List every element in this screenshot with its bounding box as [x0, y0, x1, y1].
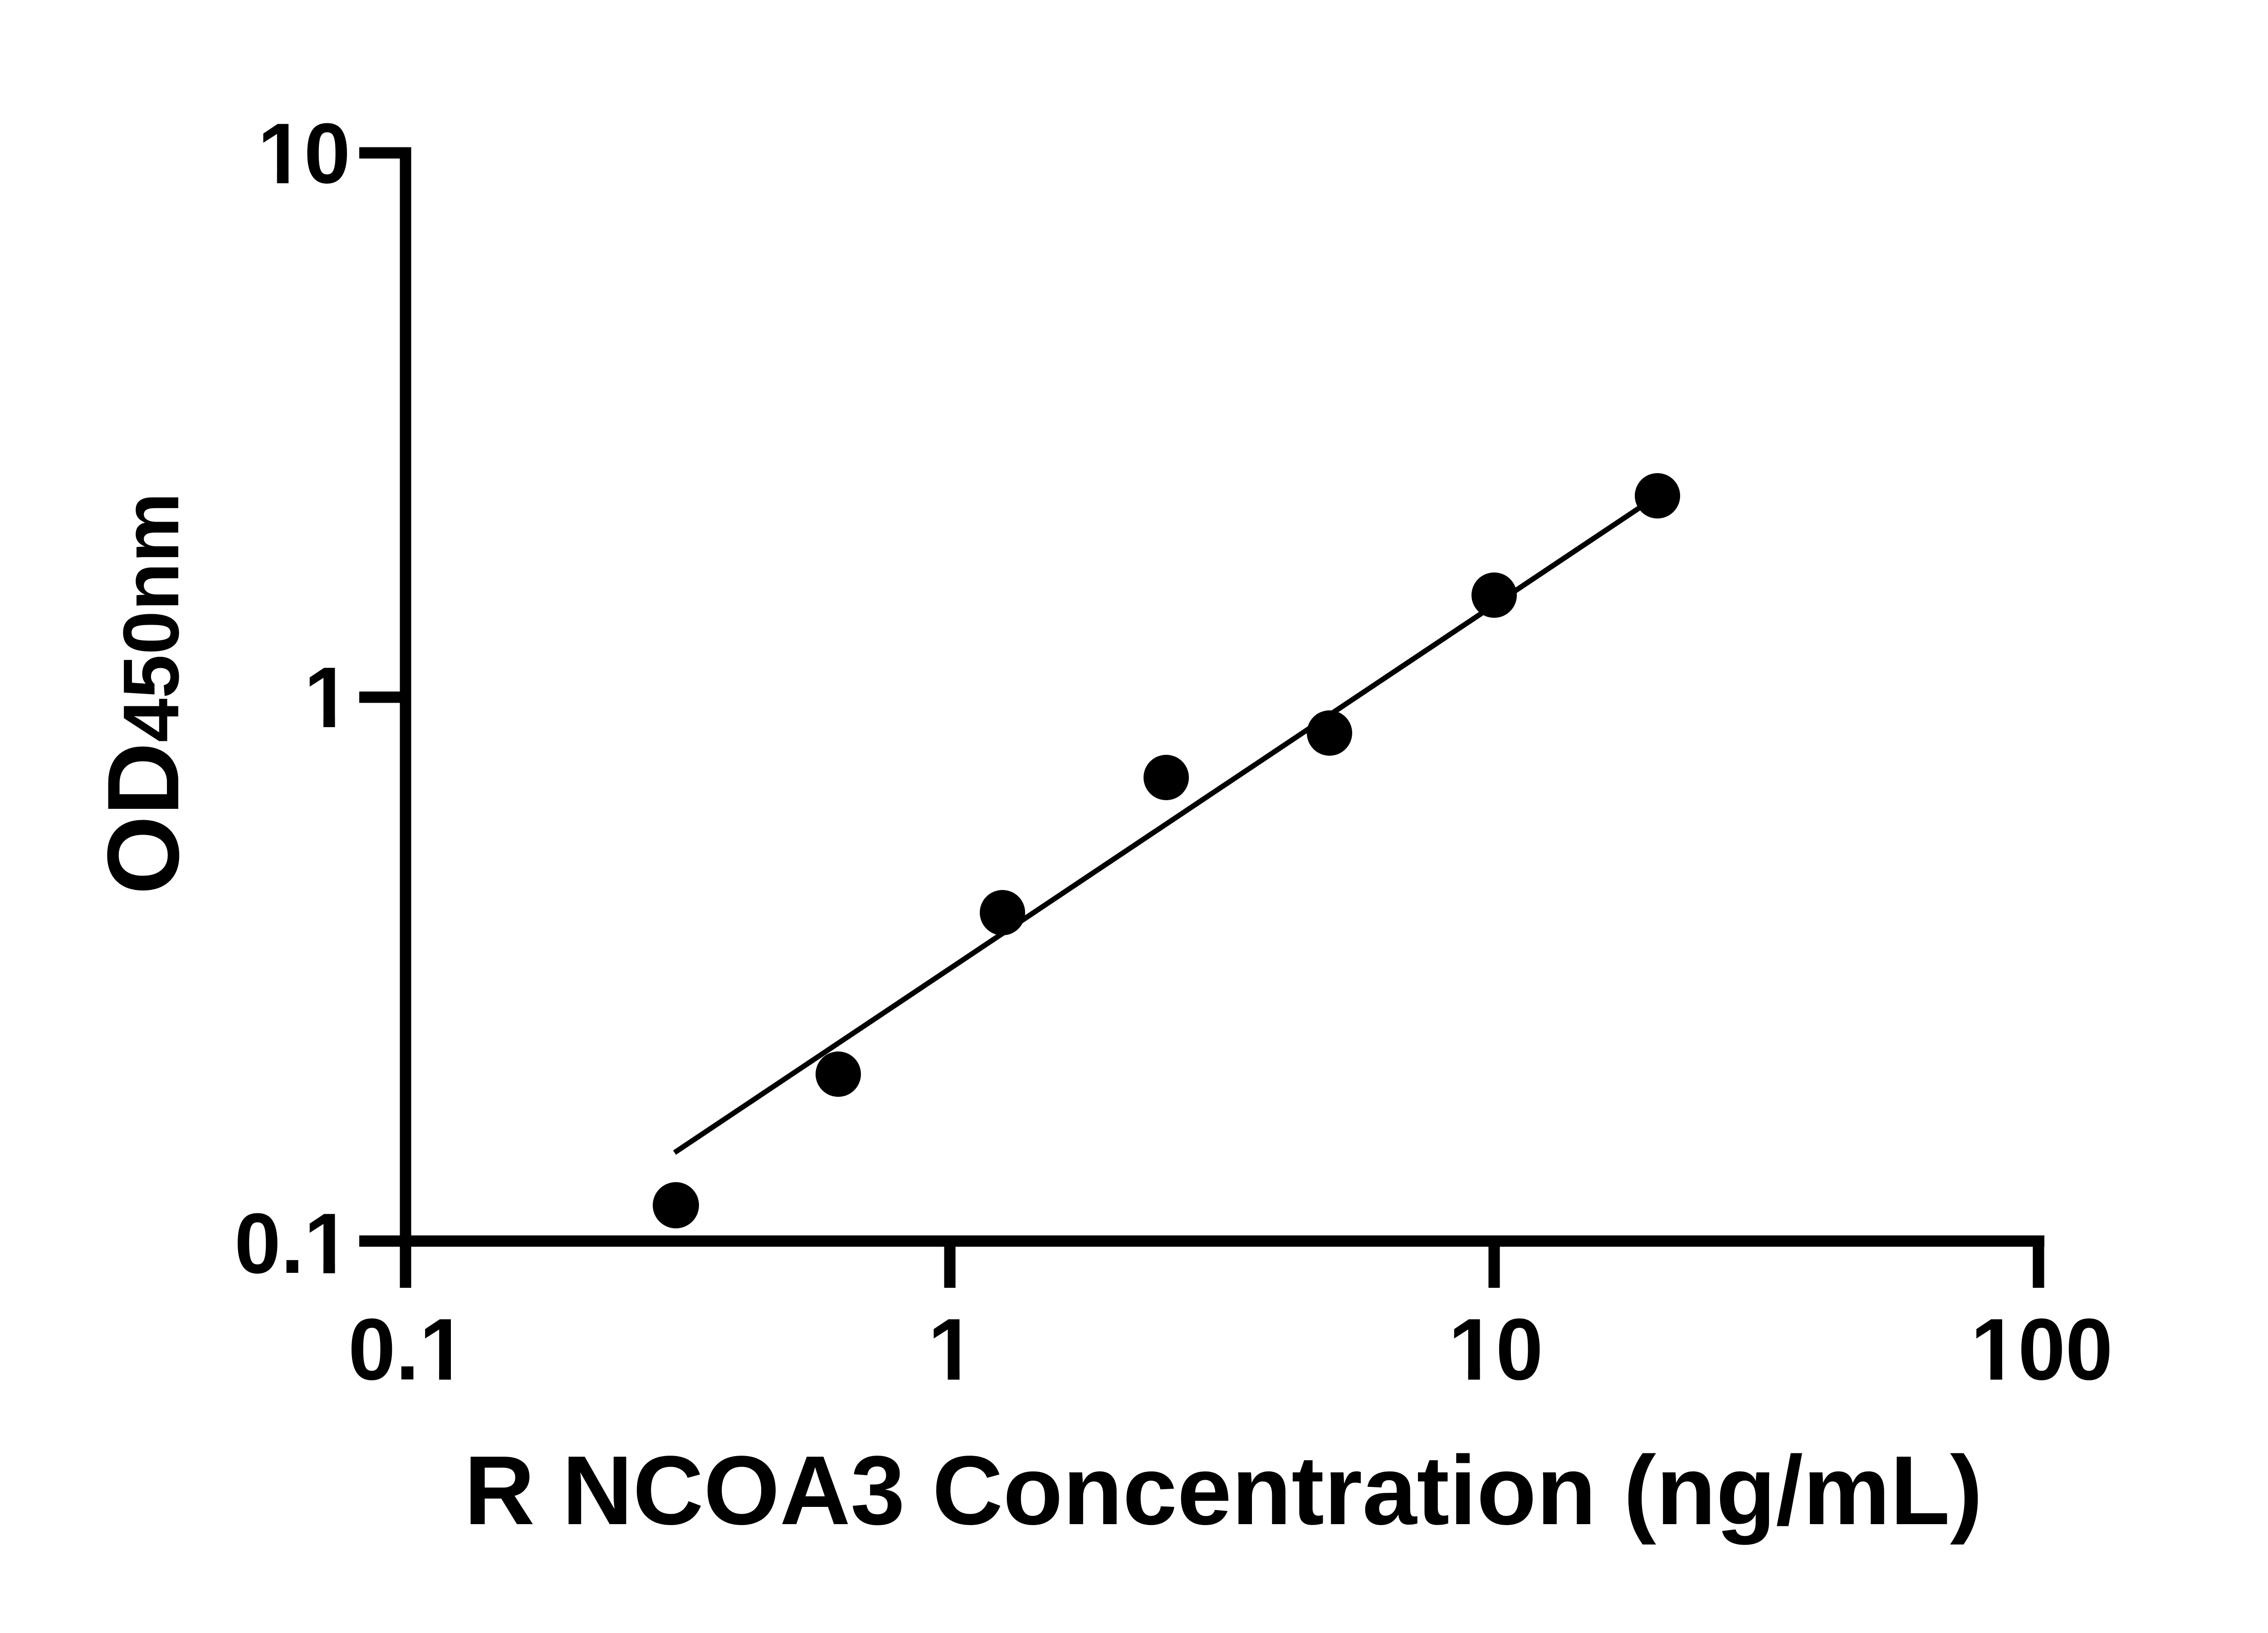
svg-text:R NCOA3 Concentration (ng/mL): R NCOA3 Concentration (ng/mL): [464, 1435, 1983, 1545]
svg-text:OD450nm: OD450nm: [86, 493, 200, 895]
svg-text:10: 10: [258, 106, 351, 201]
svg-text:0.1: 0.1: [235, 1196, 351, 1291]
svg-text:10: 10: [1448, 1301, 1543, 1398]
svg-text:100: 100: [1970, 1301, 2113, 1398]
svg-text:1: 1: [928, 1301, 976, 1398]
svg-text:1: 1: [304, 650, 350, 745]
svg-text:0.1: 0.1: [348, 1301, 467, 1398]
